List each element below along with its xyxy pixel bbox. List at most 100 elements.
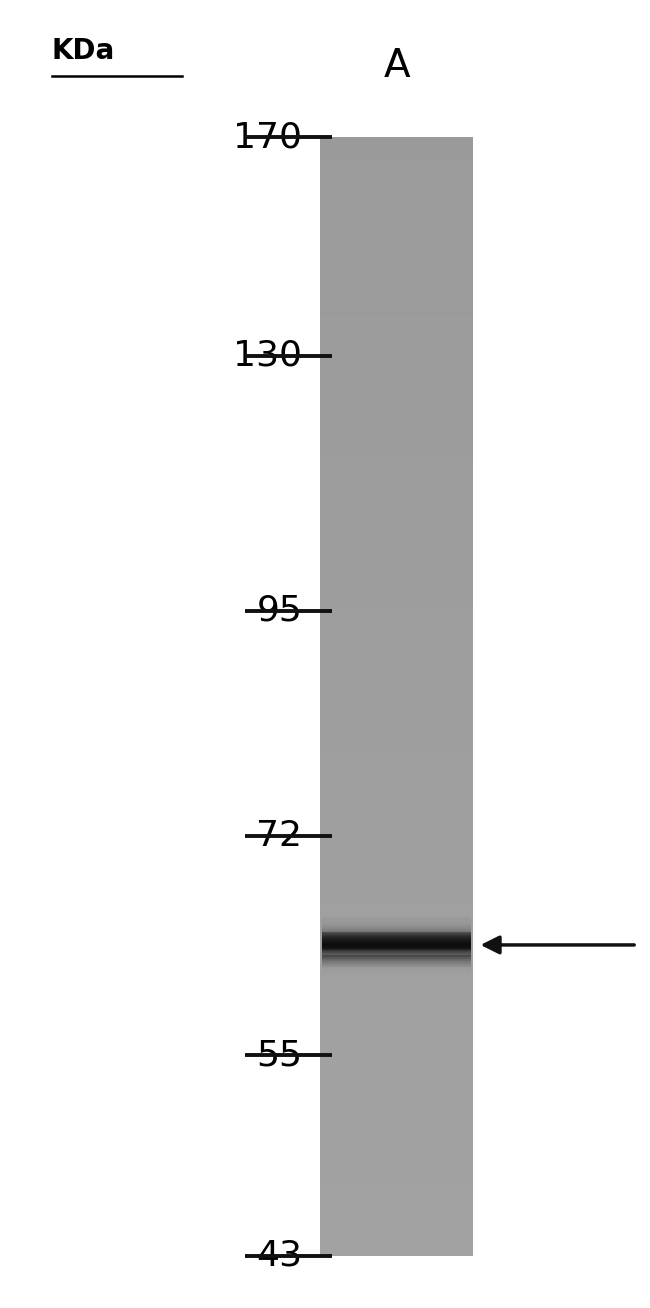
Bar [322, 934, 471, 935]
Bar [320, 1020, 473, 1032]
Bar [320, 998, 473, 1010]
Bar [320, 182, 473, 194]
Bar [322, 951, 471, 952]
Bar [322, 973, 471, 974]
Bar [320, 204, 473, 216]
Bar [320, 305, 473, 317]
Bar [322, 921, 471, 922]
Text: 130: 130 [233, 339, 302, 373]
Bar [320, 1155, 473, 1167]
Bar [320, 719, 473, 730]
Bar [322, 971, 471, 972]
Bar [322, 950, 471, 951]
Bar [322, 933, 471, 934]
Bar [322, 960, 471, 961]
Bar [320, 853, 473, 865]
Bar [320, 272, 473, 283]
Bar [320, 921, 473, 931]
Bar [320, 764, 473, 774]
Bar [322, 956, 471, 957]
Bar [320, 1088, 473, 1099]
Bar [320, 865, 473, 875]
Bar [320, 875, 473, 887]
Text: 170: 170 [233, 120, 302, 154]
Bar [322, 931, 471, 933]
Bar [320, 674, 473, 685]
Bar [320, 450, 473, 462]
Bar [322, 920, 471, 921]
Bar [322, 964, 471, 965]
Bar [322, 963, 471, 964]
Bar [322, 922, 471, 923]
Bar [320, 518, 473, 528]
Bar [320, 417, 473, 428]
Bar [320, 484, 473, 496]
Bar [322, 971, 471, 972]
Bar [320, 361, 473, 373]
Bar [320, 708, 473, 719]
Bar [320, 897, 473, 909]
Bar [322, 923, 471, 925]
Bar [322, 938, 471, 939]
Bar [320, 439, 473, 450]
Bar [320, 742, 473, 752]
Bar [320, 551, 473, 562]
Bar [320, 496, 473, 506]
Bar [322, 917, 471, 918]
Bar [320, 629, 473, 641]
Bar [320, 1076, 473, 1088]
Bar [322, 926, 471, 927]
Bar [322, 961, 471, 963]
Bar [320, 988, 473, 998]
Bar [320, 976, 473, 988]
Bar [322, 959, 471, 961]
Text: 43: 43 [256, 1239, 302, 1273]
Bar [320, 1110, 473, 1121]
Bar [320, 1167, 473, 1177]
Bar [320, 562, 473, 573]
Bar [320, 373, 473, 383]
Bar [322, 948, 471, 950]
Bar [322, 940, 471, 942]
Bar [320, 931, 473, 943]
Bar [320, 160, 473, 171]
Bar [320, 1177, 473, 1189]
Bar [322, 963, 471, 964]
Bar [320, 663, 473, 674]
Bar [320, 797, 473, 808]
Bar [322, 955, 471, 956]
Bar [322, 916, 471, 918]
Bar [320, 730, 473, 742]
Bar [320, 472, 473, 484]
Bar [322, 969, 471, 971]
Bar [320, 1099, 473, 1110]
Bar [320, 965, 473, 976]
Bar [320, 249, 473, 260]
Bar [322, 942, 471, 943]
Bar [320, 339, 473, 349]
Bar [320, 137, 473, 1256]
Bar [320, 585, 473, 596]
Bar [320, 909, 473, 921]
Bar [320, 1222, 473, 1233]
Bar [320, 1211, 473, 1222]
Bar [322, 934, 471, 935]
Bar [322, 972, 471, 973]
Bar [322, 923, 471, 925]
Bar [320, 428, 473, 439]
Bar [322, 920, 471, 921]
Bar [322, 954, 471, 955]
Bar [322, 943, 471, 944]
Bar [320, 137, 473, 149]
Bar [322, 967, 471, 968]
Bar [320, 260, 473, 272]
Bar [320, 943, 473, 954]
Bar [322, 957, 471, 959]
Bar [320, 238, 473, 249]
Bar [320, 685, 473, 696]
Bar [320, 317, 473, 327]
Bar [320, 1199, 473, 1211]
Bar [320, 540, 473, 551]
Bar [322, 952, 471, 954]
Text: 72: 72 [256, 819, 302, 853]
